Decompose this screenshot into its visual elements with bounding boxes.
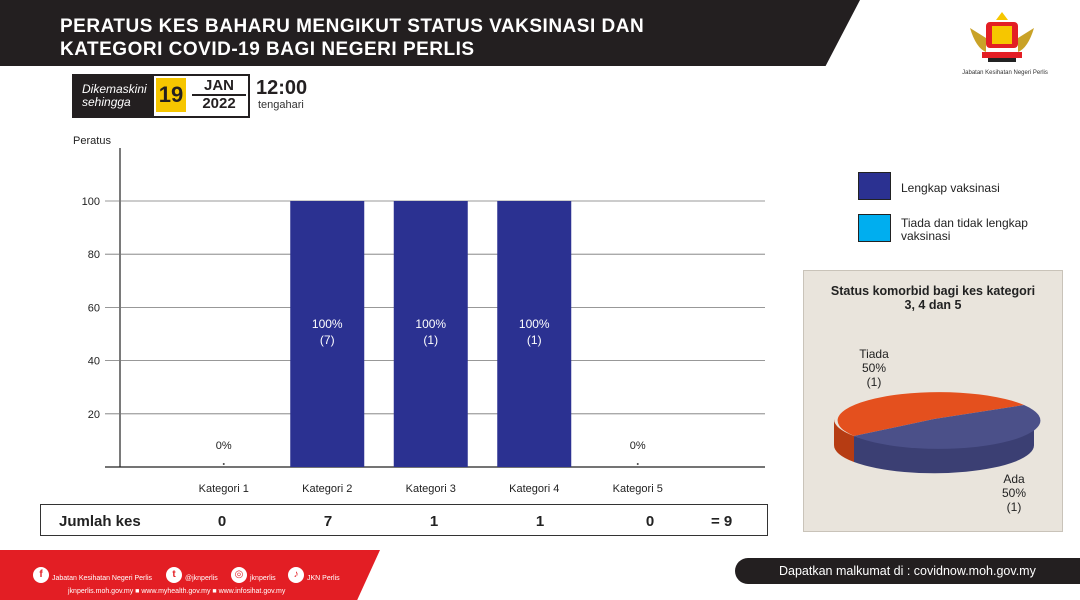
date-day: 19 [156, 78, 186, 112]
pie-slice-tiada [837, 392, 1024, 436]
pie-label-tiada: Tiada [859, 347, 889, 361]
legend-swatch-not-fully-vaccinated [858, 214, 891, 242]
footer-source-bar: Dapatkan malkumat di : covidnow.moh.gov.… [735, 558, 1080, 584]
bar-kategori-2 [290, 201, 365, 467]
page-title-line-1: PERATUS KES BAHARU MENGIKUT STATUS VAKSI… [60, 16, 645, 37]
x-tick-label: Kategori 2 [302, 483, 352, 495]
bar-pct-label: 0% [630, 440, 646, 452]
pie-count-ada: (1) [1007, 500, 1022, 514]
comorbidity-pie-chart: Tiada 50% (1) Ada 50% (1) [833, 347, 1041, 514]
facebook-handle[interactable]: Jabatan Kesihatan Negeri Perlis [52, 575, 153, 582]
bar-kategori-4 [497, 201, 572, 467]
pie-slice-ada [854, 405, 1041, 449]
totals-row: Jumlah kes 0 7 1 1 0 = 9 [40, 504, 768, 536]
comorbidity-title: Status komorbid bagi kes kategori 3, 4 d… [830, 284, 1036, 312]
labels: Peratus 20 40 60 80 100 0% Kategori 1 100% (7) Kat… [73, 135, 663, 495]
y-tick-label: 40 [88, 356, 100, 368]
date-month: JAN [192, 78, 246, 96]
y-tick-label: 80 [88, 249, 100, 261]
date-block: Dikemaskini sehingga 19 JAN 2022 [72, 74, 250, 118]
bar-count-label: (1) [527, 333, 542, 347]
source-link[interactable]: Dapatkan malkumat di : covidnow.moh.gov.… [779, 564, 1036, 578]
bar-count-label: (7) [320, 333, 335, 347]
bar-kategori-3 [393, 201, 468, 467]
bar-count-label: (1) [423, 333, 438, 347]
facebook-icon[interactable]: f [33, 567, 49, 583]
total-kategori-2: 7 [323, 513, 333, 530]
total-kategori-5: 0 [645, 513, 655, 530]
updated-label-line-2: sehingga [82, 95, 131, 109]
y-axis-label: Peratus [73, 135, 111, 147]
legend-swatch-fully-vaccinated [858, 172, 891, 200]
tiktok-icon[interactable]: ♪ [288, 567, 304, 583]
total-kategori-3: 1 [429, 513, 439, 530]
instagram-handle[interactable]: jknperlis [250, 575, 276, 582]
updated-label: Dikemaskini sehingga [74, 76, 154, 116]
tiktok-handle[interactable]: JKN Perlis [307, 575, 340, 582]
total-kategori-4: 1 [535, 513, 545, 530]
y-tick-label: 60 [88, 302, 100, 314]
bar-pct-label: 0% [216, 440, 232, 452]
x-tick-label: Kategori 4 [509, 483, 559, 495]
instagram-icon[interactable]: ◎ [231, 567, 247, 583]
grand-total: = 9 [711, 513, 733, 530]
zero-marker [222, 463, 225, 465]
bar-chart: Peratus 20 40 60 80 100 0% Kategori 1 100% (7) Kat… [73, 135, 765, 495]
pie-count-tiada: (1) [867, 375, 882, 389]
header-banner [0, 0, 860, 66]
y-tick-label: 100 [82, 196, 100, 208]
total-kategori-1: 0 [217, 513, 227, 530]
pie-label-ada: Ada [1003, 472, 1025, 486]
legend-label-not-fully-vaccinated: Tiada dan tidak lengkap vaksinasi [901, 216, 1028, 243]
updated-label-line-1: Dikemaskini [82, 82, 147, 96]
state-crest-icon [970, 12, 1034, 62]
zero-marker [636, 463, 639, 465]
bar-pct-label: 100% [415, 317, 446, 331]
pie-pct-ada: 50% [1002, 486, 1026, 500]
legend-label-fully-vaccinated: Lengkap vaksinasi [901, 181, 1000, 195]
x-tick-label: Kategori 1 [199, 483, 249, 495]
footer-social-bar [0, 550, 380, 600]
comorbidity-panel: Tiada 50% (1) Ada 50% (1) Status komorbi… [803, 270, 1063, 532]
x-tick-label: Kategori 3 [406, 483, 456, 495]
agency-name: Jabatan Kesihatan Negeri Perlis [962, 70, 1048, 76]
date-year: 2022 [202, 95, 236, 112]
bar-pct-label: 100% [519, 317, 550, 331]
footer-websites[interactable]: jknperlis.moh.gov.my ■ www.myhealth.gov.… [68, 588, 286, 595]
page-title-line-2: KATEGORI COVID-19 BAGI NEGERI PERLIS [60, 39, 475, 60]
pie-pct-tiada: 50% [862, 361, 886, 375]
update-time: 12:00 [256, 77, 308, 99]
pie-slice-side-tiada [833, 419, 854, 462]
bar-pct-label: 100% [312, 317, 343, 331]
pie-slice-side-ada [854, 419, 1035, 474]
x-tick-label: Kategori 5 [613, 483, 663, 495]
totals-label: Jumlah kes [59, 513, 141, 530]
y-tick-label: 20 [88, 409, 100, 421]
update-time-period: tengahari [258, 99, 304, 111]
twitter-icon[interactable]: t [166, 567, 182, 583]
bars [222, 201, 639, 467]
twitter-handle[interactable]: @jknperlis [185, 575, 218, 582]
